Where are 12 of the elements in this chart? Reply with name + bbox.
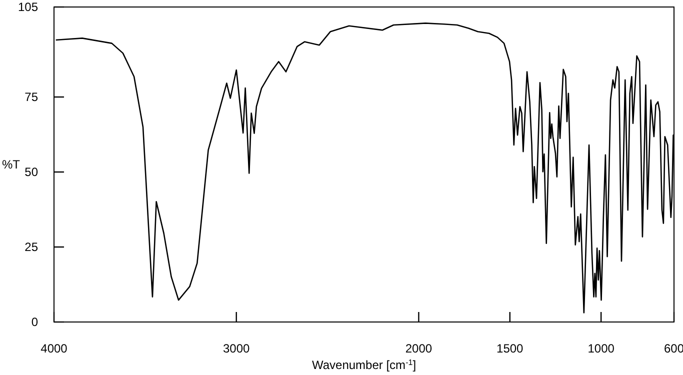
x-tick-label: 4000 xyxy=(40,342,68,356)
y-tick-label: 0 xyxy=(31,314,38,329)
x-tick-label: 1500 xyxy=(496,342,524,356)
y-tick-label: 75 xyxy=(24,90,38,104)
y-tick-label: 25 xyxy=(24,240,38,254)
y-tick-label: 105 xyxy=(18,0,38,14)
x-axis-title: Wavenumber [cm$^{-1}$] xyxy=(312,358,416,372)
x-tick-label: 2000 xyxy=(405,342,432,356)
y-axis-title: %T xyxy=(2,158,21,172)
x-tick-label: 3000 xyxy=(223,342,250,356)
y-tick-label: 50 xyxy=(24,164,38,179)
x-tick-label: 1000 xyxy=(588,342,615,356)
